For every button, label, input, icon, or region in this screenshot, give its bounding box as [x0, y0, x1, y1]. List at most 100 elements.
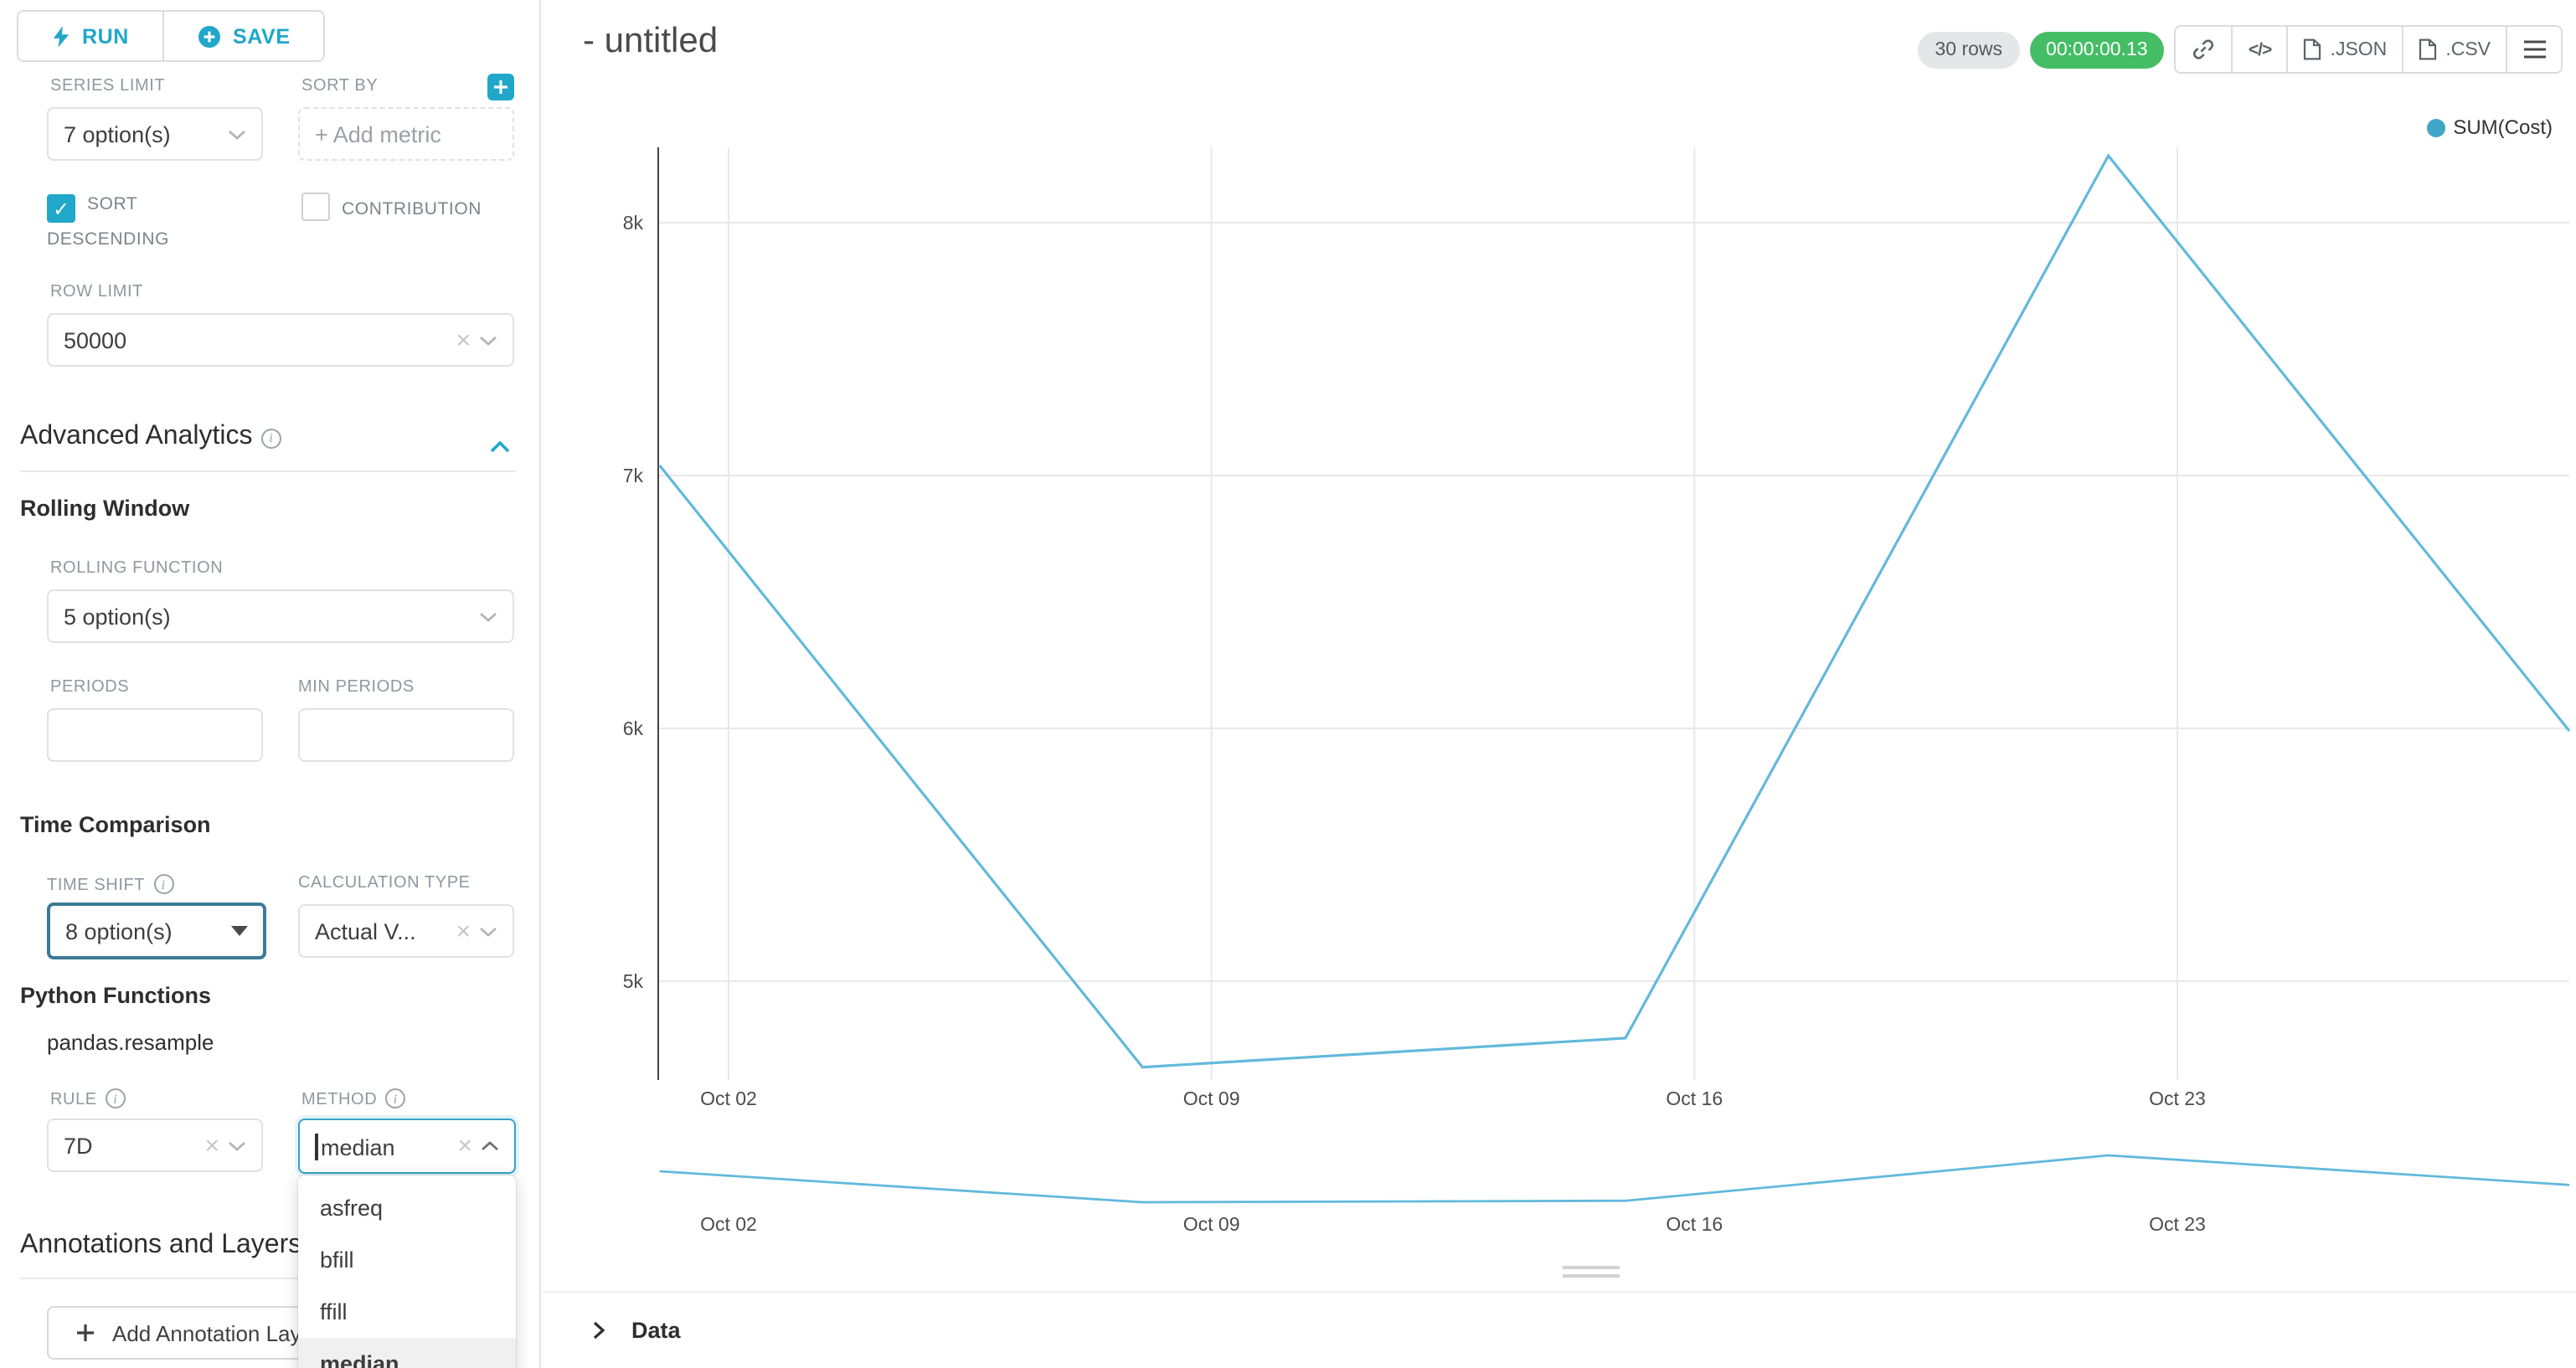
calculation-type-value: Actual V...	[315, 918, 416, 944]
annotations-layers-title: Annotations and Layers	[20, 1231, 302, 1259]
mini-x-tick-label: Oct 23	[2149, 1213, 2206, 1235]
data-panel-header[interactable]: Data	[543, 1291, 2576, 1368]
series-limit-value: 7 option(s)	[64, 121, 171, 147]
chevron-down-icon	[480, 335, 497, 345]
time-shift-select[interactable]: 8 option(s)	[47, 903, 266, 959]
y-tick-label: 7k	[623, 465, 644, 486]
panel-resize-handle[interactable]	[1563, 1266, 1620, 1278]
legend-label: SUM(Cost)	[2453, 116, 2553, 139]
mini-x-tick-label: Oct 02	[700, 1213, 757, 1235]
series-line-main	[658, 153, 2571, 1069]
line-chart[interactable]: 8k 7k 6k 5k Oct 02 Oct 09 Oct 16 Oct 23 Oct 02 Oc…	[543, 0, 2576, 1252]
x-tick-label: Oct 23	[2149, 1088, 2206, 1109]
calculation-type-select[interactable]: Actual V... ×	[298, 904, 514, 958]
rule-value: 7D	[64, 1133, 93, 1158]
time-shift-value: 8 option(s)	[65, 918, 173, 944]
row-limit-label: ROW LIMIT	[50, 283, 143, 301]
x-tick-label: Oct 02	[700, 1088, 757, 1109]
caret-down-icon	[231, 926, 248, 936]
method-label-text: METHOD	[301, 1091, 378, 1109]
rolling-function-select[interactable]: 5 option(s)	[47, 589, 514, 643]
run-save-button-group: RUN SAVE	[17, 10, 326, 62]
plus-circle-icon	[198, 25, 220, 47]
save-button[interactable]: SAVE	[162, 12, 324, 60]
calculation-type-label: CALCULATION TYPE	[298, 874, 471, 892]
rule-label: RULE i	[50, 1088, 126, 1109]
clear-icon[interactable]: ×	[204, 1131, 219, 1160]
clear-icon[interactable]: ×	[456, 917, 471, 945]
advanced-analytics-header[interactable]: Advanced Analytics i	[20, 422, 281, 452]
export-csv-label: .CSV	[2445, 39, 2491, 59]
sort-descending-checkbox-row[interactable]: ✓ SORT DESCENDING	[47, 188, 231, 255]
chart-header-actions: 30 rows 00:00:00.13 </> .JSON	[1918, 25, 2563, 74]
method-option-median[interactable]: median	[298, 1338, 516, 1368]
method-label: METHOD i	[301, 1088, 406, 1109]
sort-by-placeholder: + Add metric	[315, 121, 441, 147]
rolling-window-title: Rolling Window	[20, 496, 190, 521]
chart-panel: - untitled 30 rows 00:00:00.13 </> .JS	[543, 0, 2576, 1368]
time-shift-label: TIME SHIFT i	[47, 874, 174, 895]
method-option-bfill[interactable]: bfill	[320, 1247, 354, 1273]
y-tick-label: 8k	[623, 212, 644, 234]
more-options-button[interactable]	[2506, 25, 2563, 74]
chevron-down-icon	[480, 611, 497, 621]
view-query-button[interactable]: </>	[2231, 25, 2289, 74]
plus-icon	[494, 80, 507, 94]
plus-icon	[77, 1324, 94, 1341]
sort-descending-label: SORT DESCENDING	[47, 194, 170, 249]
chevron-up-icon	[490, 440, 510, 453]
advanced-analytics-title: Advanced Analytics	[20, 422, 253, 450]
info-icon: i	[153, 874, 174, 894]
save-button-label: SAVE	[232, 24, 291, 48]
gridlines	[658, 147, 2569, 1080]
rolling-function-label: ROLLING FUNCTION	[50, 559, 224, 578]
info-icon: i	[105, 1088, 126, 1108]
info-icon: i	[385, 1088, 406, 1108]
min-periods-label: MIN PERIODS	[298, 678, 415, 697]
chart-legend[interactable]: SUM(Cost)	[2426, 116, 2553, 139]
file-icon	[2419, 39, 2437, 60]
min-periods-input[interactable]	[298, 708, 514, 762]
method-option-asfreq[interactable]: asfreq	[320, 1196, 384, 1221]
controls-sidebar: RUN SAVE SERIES LIMIT SORT BY 7 option(s…	[0, 0, 541, 1368]
periods-input[interactable]	[47, 708, 263, 762]
collapse-section-button[interactable]	[489, 432, 511, 462]
query-timer-badge: 00:00:00.13	[2029, 31, 2165, 68]
contribution-checkbox[interactable]	[301, 193, 330, 221]
export-json-label: .JSON	[2330, 39, 2388, 59]
info-icon: i	[260, 428, 281, 448]
method-option-ffill[interactable]: ffill	[320, 1299, 348, 1324]
clear-icon[interactable]: ×	[456, 326, 471, 354]
link-icon	[2193, 39, 2214, 59]
method-select[interactable]: median ×	[298, 1119, 516, 1174]
series-line-mini	[659, 1154, 2570, 1204]
clear-icon[interactable]: ×	[457, 1132, 472, 1160]
sort-by-label: SORT BY	[301, 77, 379, 95]
section-divider	[20, 1278, 516, 1279]
series-limit-select[interactable]: 7 option(s)	[47, 107, 263, 161]
chevron-up-icon	[482, 1141, 498, 1151]
export-csv-button[interactable]: .CSV	[2402, 25, 2507, 74]
data-panel-label: Data	[631, 1318, 681, 1343]
copy-link-button[interactable]	[2174, 25, 2233, 74]
contribution-label: CONTRIBUTION	[342, 199, 482, 219]
contribution-checkbox-row[interactable]: CONTRIBUTION	[301, 193, 519, 224]
method-options-dropdown: asfreq bfill ffill median	[298, 1175, 516, 1368]
run-button[interactable]: RUN	[18, 12, 162, 60]
chevron-right-icon	[593, 1321, 605, 1340]
mini-x-tick-label: Oct 09	[1183, 1213, 1240, 1235]
text-cursor	[315, 1133, 317, 1160]
sort-descending-checkbox[interactable]: ✓	[47, 194, 75, 223]
pandas-resample-label: pandas.resample	[47, 1030, 214, 1055]
python-functions-title: Python Functions	[20, 983, 211, 1008]
rule-select[interactable]: 7D ×	[47, 1119, 263, 1172]
time-comparison-title: Time Comparison	[20, 812, 211, 837]
sort-by-select[interactable]: + Add metric	[298, 107, 514, 161]
file-icon	[2304, 39, 2321, 60]
rolling-function-value: 5 option(s)	[64, 604, 171, 629]
add-metric-plus-button[interactable]	[487, 74, 514, 100]
row-limit-select[interactable]: 50000 ×	[47, 313, 514, 367]
chart-title: - untitled	[583, 22, 719, 60]
method-value-wrap: median	[315, 1133, 451, 1160]
